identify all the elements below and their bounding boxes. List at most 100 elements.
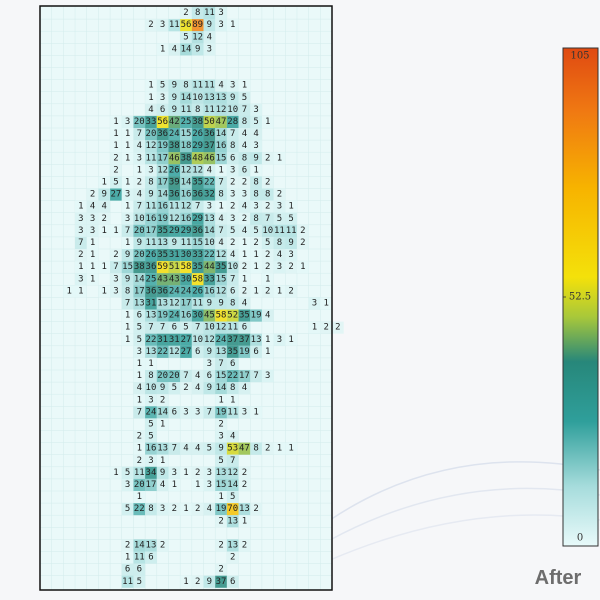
heat-cell [156,273,169,286]
heat-cell [238,370,251,383]
heat-cell [226,357,239,370]
cell-value: 1 [90,274,95,284]
heat-cell [191,103,204,116]
heat-cell [250,224,262,237]
heat-cell [156,285,169,298]
cell-value: 2 [265,177,270,187]
heat-cell [110,152,122,165]
cell-value: 4 [277,250,282,260]
cell-value: 11 [227,407,238,417]
cell-value: 4 [230,250,235,260]
cell-value: 2 [335,323,340,333]
cell-value: 1 [90,262,95,272]
heat-cell [156,115,169,128]
heat-cell [191,503,204,516]
heat-cell [156,236,169,249]
heat-cell [191,297,204,310]
cell-value: 10 [134,214,145,224]
heat-cell [168,297,181,310]
cell-value: 6 [242,323,247,333]
heat-cell [238,128,251,141]
cell-value: 1 [125,238,130,248]
cell-value: 13 [216,93,227,103]
cell-value: 13 [146,347,157,357]
cell-value: 5 [160,81,165,91]
cell-value: 6 [160,105,165,115]
cell-value: 4 [137,190,142,200]
cell-value: 8 [277,238,282,248]
cell-value: 1 [218,492,223,502]
heat-cell [215,103,227,116]
cell-value: 47 [216,117,227,127]
cell-value: 9 [253,153,258,163]
heat-cell [145,551,157,564]
heat-cell [215,394,227,407]
heat-cell [191,273,204,286]
cell-value: 15 [216,153,227,163]
heat-cell [145,115,157,128]
heat-cell [238,164,251,177]
heat-cell [226,285,239,298]
heat-cell [226,236,239,249]
cell-value: 16 [181,214,192,224]
cell-value: 2 [102,214,107,224]
heat-cell [203,249,216,262]
heat-cell [121,152,134,165]
cell-value: 4 [195,371,200,381]
cell-value: 3 [277,335,282,345]
cell-value: 1 [78,286,83,296]
cell-value: 24 [169,129,180,139]
heat-cell [133,297,146,310]
colorbar-label: 0 [577,533,583,544]
cell-value: 4 [172,44,177,54]
cell-value: 2 [160,540,165,550]
cell-value: 9 [172,105,177,115]
heat-cell [250,503,262,516]
cell-value: 6 [242,165,247,175]
heat-cell [215,19,227,32]
heat-cell [121,273,134,286]
heat-cell [191,382,204,395]
heat-cell [226,442,239,455]
heat-cell [250,103,262,116]
heat-cell [215,575,227,588]
cell-value: 3 [230,165,235,175]
heat-cell [273,442,286,455]
heat-cell [250,164,262,177]
heat-cell [226,249,239,262]
cell-value: 2 [265,153,270,163]
heat-cell [238,539,251,552]
heat-cell [121,466,134,479]
heat-cell [121,261,134,274]
cell-value: 17 [239,371,250,381]
heat-cell [133,236,146,249]
heat-cell [238,236,251,249]
cell-value: 3 [78,214,83,224]
heat-cell [180,297,192,310]
cell-value: 11 [227,323,238,333]
cell-value: 4 [207,165,212,175]
cell-value: 6 [172,407,177,417]
cell-value: 4 [137,383,142,393]
heat-cell [168,164,181,177]
cell-value: 3 [288,250,293,260]
heat-cell [145,454,157,467]
heat-cell [215,478,227,491]
cell-value: 10 [192,93,203,103]
cell-value: 14 [134,274,145,284]
cell-value: 22 [157,347,168,357]
cell-value: 2 [265,250,270,260]
cell-value: 1 [137,371,142,381]
cell-value: 7 [125,226,130,236]
cell-value: 3 [242,407,247,417]
heat-cell [145,406,157,419]
cell-value: 9 [207,298,212,308]
cell-value: 1 [90,238,95,248]
heat-cell [133,466,146,479]
heat-cell [168,140,181,153]
heat-cell [191,200,204,213]
heat-cell [203,236,216,249]
cell-value: 9 [172,81,177,91]
cell-value: 4 [195,383,200,393]
heat-cell [215,7,227,20]
